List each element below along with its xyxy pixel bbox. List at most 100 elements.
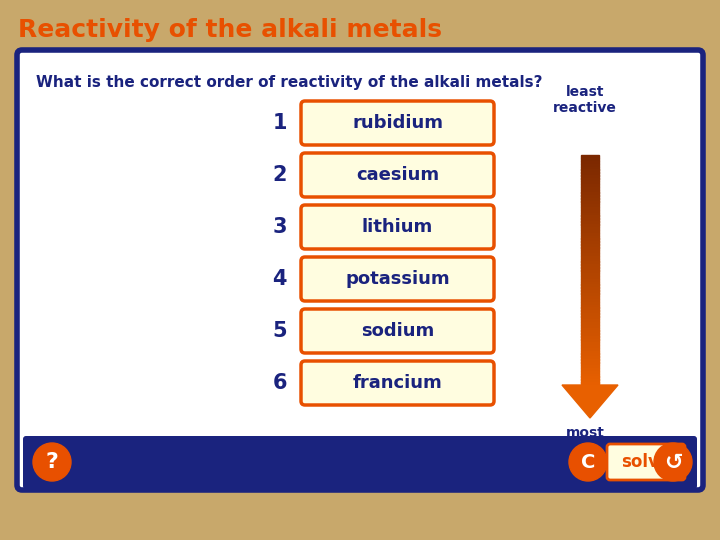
Text: sodium: sodium	[361, 322, 434, 340]
Bar	[581, 327, 599, 331]
Bar	[581, 359, 599, 362]
Bar	[581, 247, 599, 251]
Bar	[581, 299, 599, 302]
Bar	[581, 233, 599, 236]
Bar	[581, 192, 599, 195]
Bar	[581, 261, 599, 265]
Bar	[581, 313, 599, 316]
Bar	[581, 370, 599, 374]
Bar	[581, 204, 599, 207]
Bar	[581, 190, 599, 193]
Bar	[581, 207, 599, 210]
Bar	[581, 164, 599, 167]
FancyBboxPatch shape	[17, 50, 703, 490]
Bar	[581, 158, 599, 161]
Bar	[581, 224, 599, 227]
Text: rubidium: rubidium	[352, 114, 443, 132]
Bar	[581, 250, 599, 253]
FancyBboxPatch shape	[301, 257, 494, 301]
Bar	[581, 218, 599, 221]
Text: potassium: potassium	[345, 270, 450, 288]
Text: ↺: ↺	[664, 453, 683, 473]
Bar	[581, 319, 599, 322]
Bar	[581, 379, 599, 383]
Bar	[581, 333, 599, 336]
FancyBboxPatch shape	[607, 444, 685, 480]
Bar	[581, 293, 599, 296]
Bar	[581, 244, 599, 247]
Text: 6: 6	[272, 373, 287, 393]
Bar	[581, 170, 599, 173]
Bar	[581, 279, 599, 282]
Bar	[581, 285, 599, 288]
Bar	[581, 273, 599, 276]
Bar	[581, 213, 599, 216]
Bar	[581, 362, 599, 366]
Bar	[581, 325, 599, 328]
Bar	[581, 345, 599, 348]
Bar	[581, 253, 599, 256]
Bar	[581, 281, 599, 285]
Bar	[581, 287, 599, 291]
Bar	[581, 198, 599, 201]
Bar	[581, 290, 599, 294]
Bar	[581, 342, 599, 345]
Bar	[581, 382, 599, 386]
Bar	[581, 241, 599, 245]
Bar	[581, 235, 599, 239]
FancyBboxPatch shape	[301, 309, 494, 353]
Text: lithium: lithium	[362, 218, 433, 236]
Bar	[581, 353, 599, 357]
Text: francium: francium	[353, 374, 442, 392]
Bar	[581, 368, 599, 371]
Bar	[581, 270, 599, 273]
Bar	[581, 259, 599, 262]
Bar	[581, 210, 599, 213]
FancyBboxPatch shape	[301, 101, 494, 145]
Bar	[581, 215, 599, 219]
Bar	[581, 316, 599, 319]
Text: 1: 1	[272, 113, 287, 133]
FancyBboxPatch shape	[301, 205, 494, 249]
Bar	[581, 230, 599, 233]
Bar	[581, 305, 599, 308]
Bar	[581, 175, 599, 179]
Text: 4: 4	[272, 269, 287, 289]
Text: What is the correct order of reactivity of the alkali metals?: What is the correct order of reactivity …	[36, 76, 542, 91]
Bar	[581, 221, 599, 225]
Text: 3: 3	[272, 217, 287, 237]
Bar	[581, 322, 599, 325]
Text: C: C	[581, 453, 595, 471]
Bar	[581, 276, 599, 279]
Bar	[581, 264, 599, 268]
Text: 2: 2	[272, 165, 287, 185]
Bar	[581, 187, 599, 190]
Bar	[581, 184, 599, 187]
Text: Reactivity of the alkali metals: Reactivity of the alkali metals	[18, 18, 442, 42]
Bar	[581, 302, 599, 305]
Bar	[581, 172, 599, 176]
Text: solve: solve	[621, 453, 670, 471]
Bar	[581, 376, 599, 380]
Text: least
reactive: least reactive	[553, 85, 617, 115]
Text: most
reactive: most reactive	[553, 426, 617, 456]
Bar	[581, 356, 599, 360]
FancyBboxPatch shape	[23, 436, 697, 489]
FancyBboxPatch shape	[301, 153, 494, 197]
Bar	[581, 339, 599, 342]
Bar	[581, 310, 599, 314]
Bar	[581, 336, 599, 340]
Bar	[581, 161, 599, 164]
Bar	[581, 181, 599, 184]
Bar	[581, 178, 599, 181]
Circle shape	[33, 443, 71, 481]
Text: caesium: caesium	[356, 166, 439, 184]
Bar	[581, 227, 599, 230]
Bar	[581, 155, 599, 158]
Bar	[581, 350, 599, 354]
Circle shape	[569, 443, 607, 481]
Bar	[581, 307, 599, 310]
Text: ?: ?	[45, 452, 58, 472]
Bar	[581, 255, 599, 259]
Bar	[581, 267, 599, 271]
